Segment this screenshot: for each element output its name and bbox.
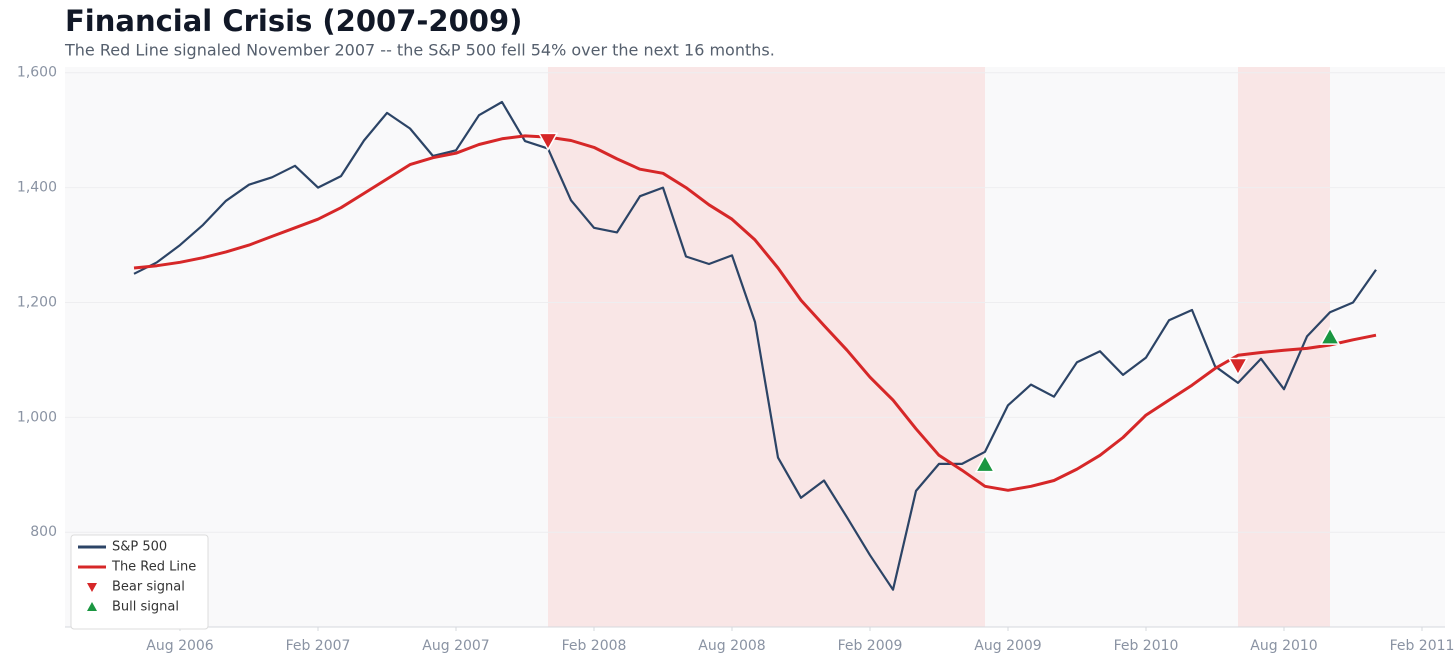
signal-marker	[537, 132, 559, 152]
signal-marker	[974, 453, 996, 473]
x-tick-label: Aug 2006	[146, 638, 214, 654]
x-tick-label: Aug 2009	[974, 638, 1041, 654]
x-tick-label: Aug 2008	[698, 638, 765, 654]
x-tick-label: Feb 2008	[562, 638, 627, 654]
legend-marker	[87, 583, 97, 592]
x-tick-label: Aug 2010	[1250, 638, 1317, 654]
x-tick-label: Aug 2007	[422, 638, 489, 654]
y-tick-label: 1,200	[17, 294, 57, 310]
y-tick-label: 800	[30, 524, 57, 540]
legend-label: Bear signal	[112, 580, 185, 595]
legend-marker	[87, 602, 97, 611]
line-series	[133, 134, 1377, 492]
chart-title: Financial Crisis (2007-2009)	[65, 4, 522, 38]
y-tick-label: 1,400	[17, 180, 57, 196]
y-tick-label: 1,600	[17, 65, 57, 81]
legend-box	[70, 534, 209, 630]
chart-subtitle: The Red Line signaled November 2007 -- t…	[64, 41, 775, 60]
x-tick-label: Feb 2009	[838, 638, 903, 654]
signal-marker	[1227, 357, 1249, 377]
y-tick-label: 1,000	[17, 409, 57, 425]
signal-marker	[1319, 326, 1341, 345]
x-tick-label: Feb 2007	[286, 638, 351, 654]
shaded-region	[548, 67, 985, 627]
legend-label: The Red Line	[111, 560, 196, 575]
legend-label: Bull signal	[112, 600, 179, 615]
line-series	[133, 100, 1377, 591]
x-tick-label: Feb 2011	[1390, 638, 1455, 654]
legend-label: S&P 500	[112, 540, 167, 555]
x-tick-label: Feb 2010	[1114, 638, 1179, 654]
